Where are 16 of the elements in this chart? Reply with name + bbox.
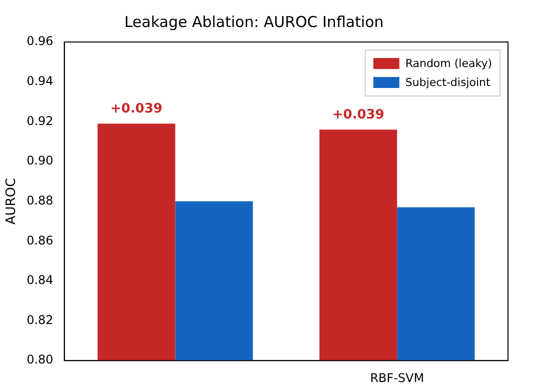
y-tick-label: 0.94 xyxy=(26,74,54,88)
y-axis-title: AUROC xyxy=(4,178,20,225)
y-tick-label: 0.96 xyxy=(26,34,54,48)
legend-label: Random (leaky) xyxy=(405,56,492,70)
y-tick-label: 0.88 xyxy=(26,193,54,208)
y-tick-label: 0.80 xyxy=(26,352,54,367)
y-tick-label: 0.92 xyxy=(26,114,54,128)
x-tick-label: RBF-SVM xyxy=(370,370,424,385)
legend-label: Subject-disjoint xyxy=(405,76,491,89)
annotation: +0.039 xyxy=(332,107,384,122)
y-tick-label: 0.86 xyxy=(26,233,54,248)
annotation: +0.039 xyxy=(110,102,162,117)
y-tick-label: 0.84 xyxy=(26,273,54,288)
y-tick-label: 0.90 xyxy=(26,154,54,168)
y-tick-label: 0.82 xyxy=(26,312,54,327)
chart-title: Leakage Ablation: AUROC Inflation xyxy=(124,12,384,31)
